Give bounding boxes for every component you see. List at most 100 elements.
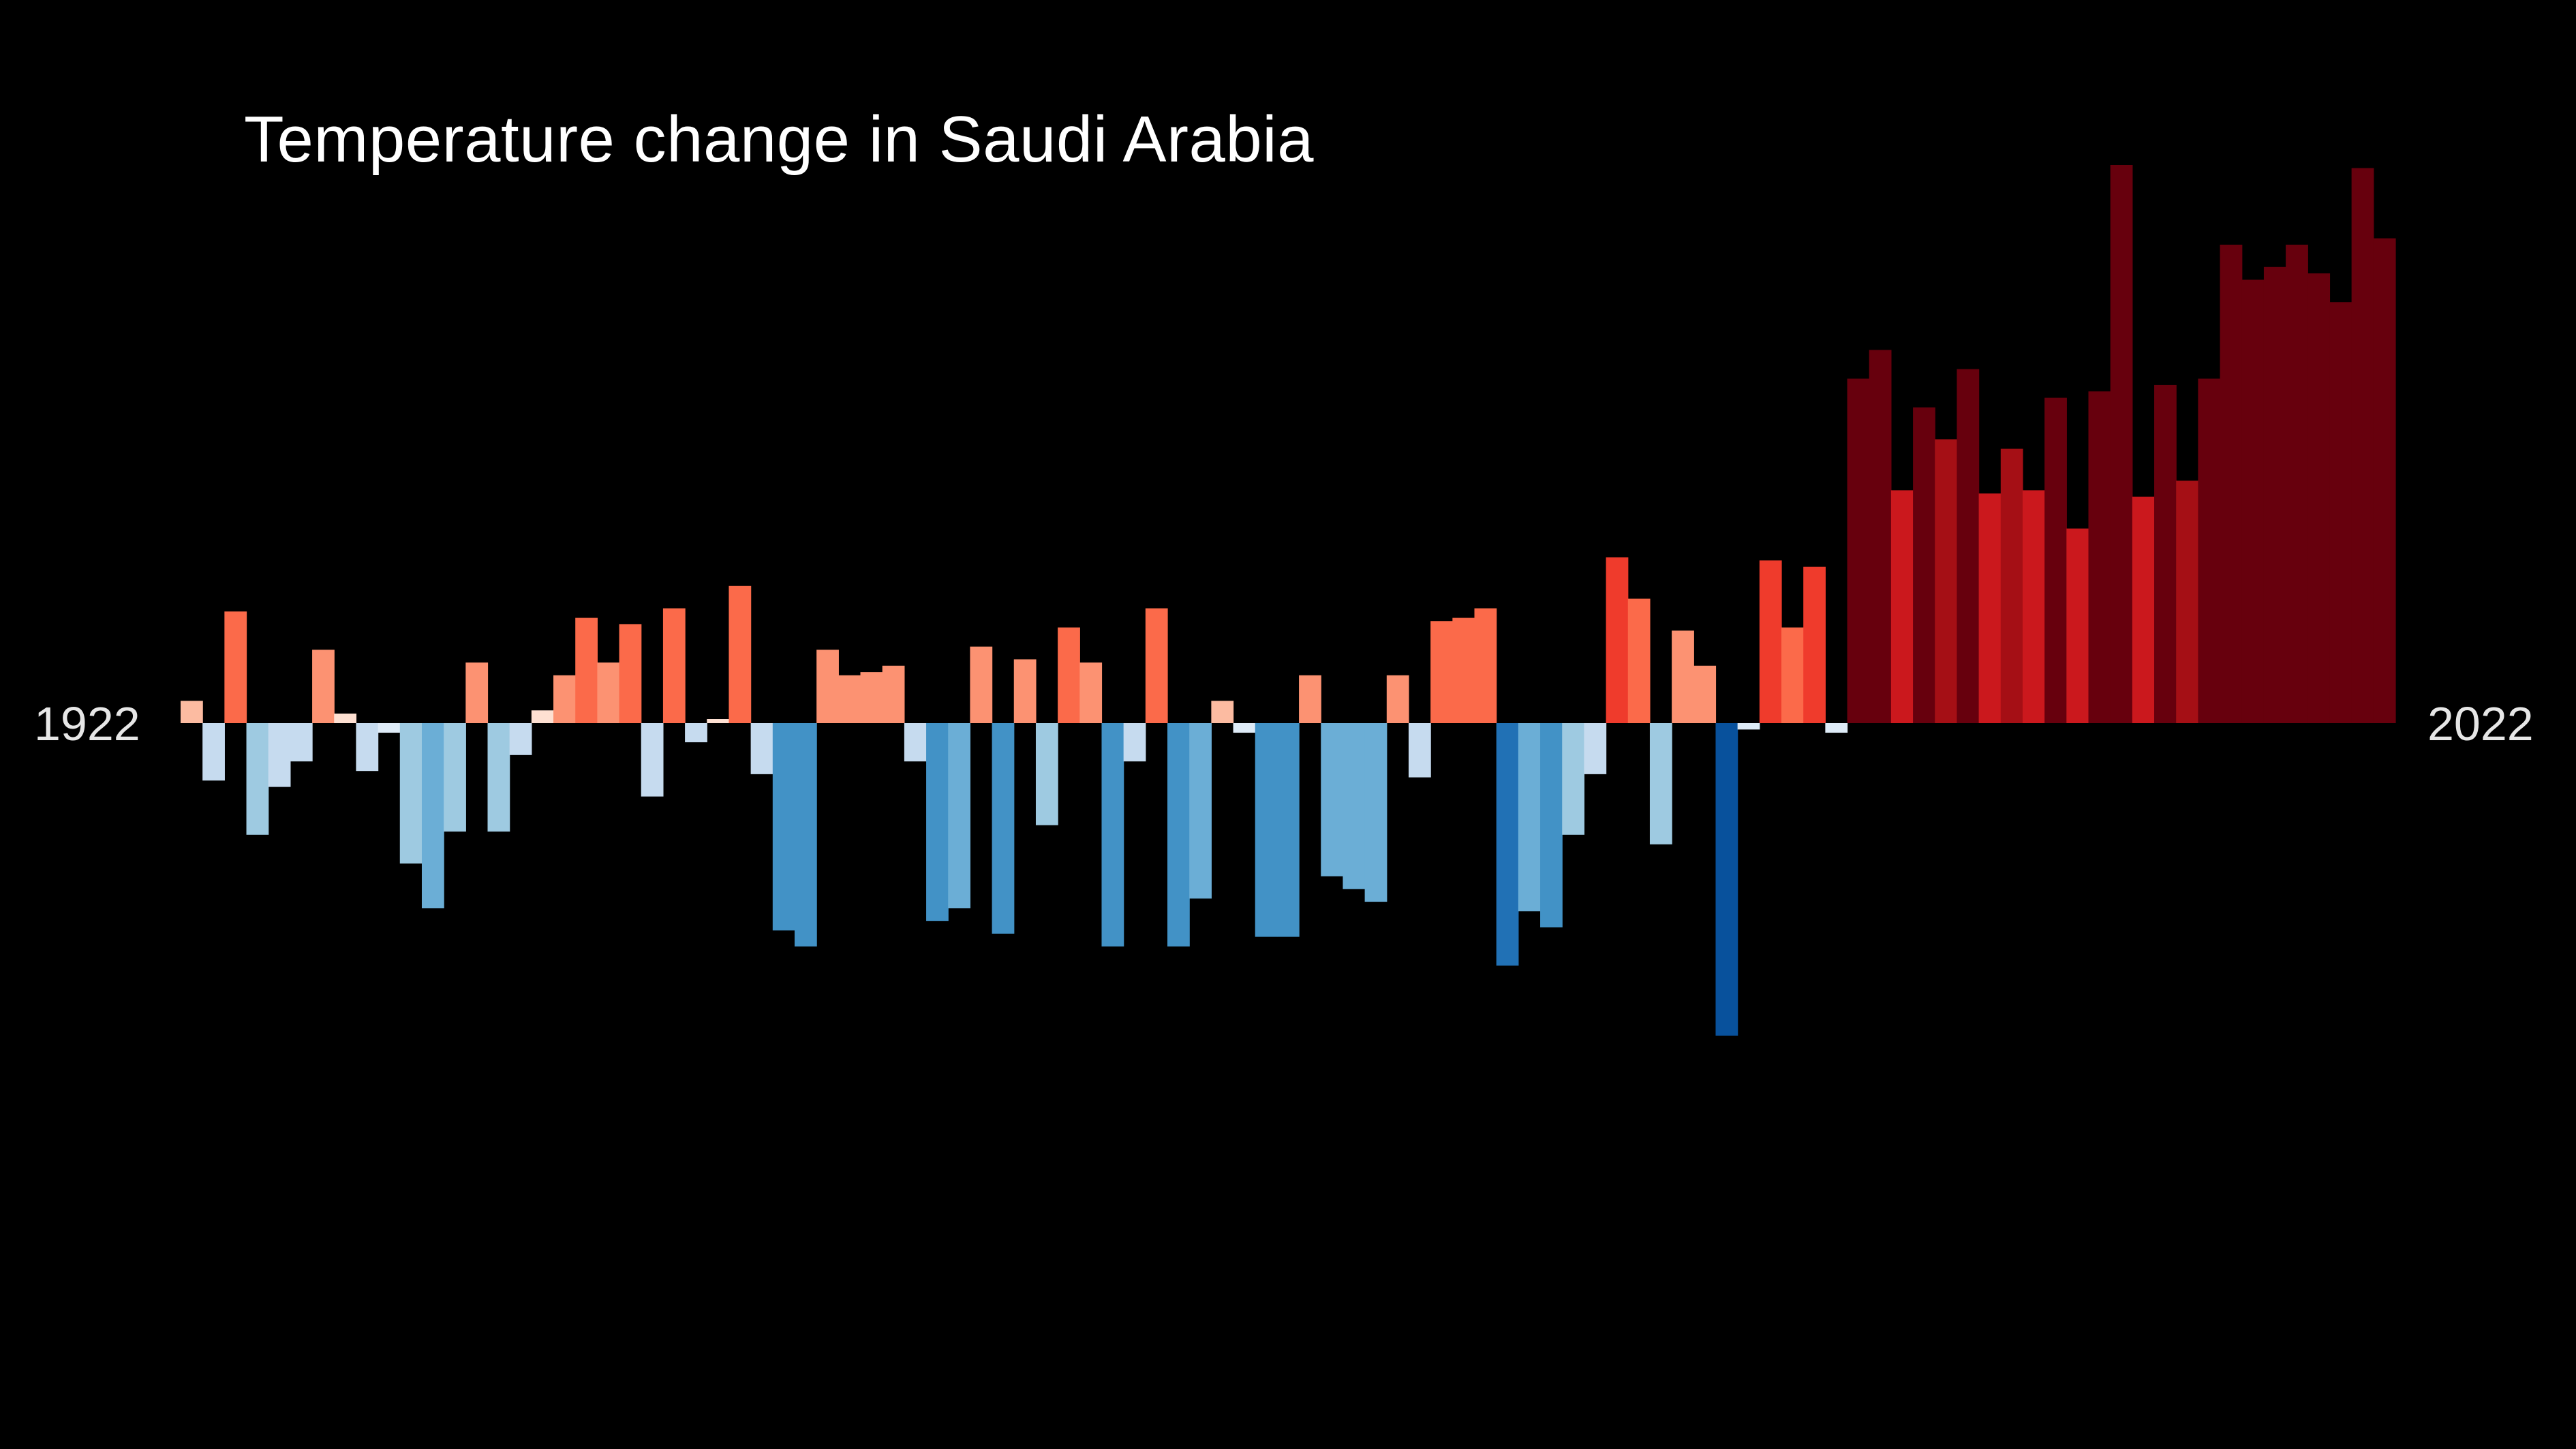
bar-1981 xyxy=(1474,608,1497,723)
bar-1985 xyxy=(1562,723,1585,835)
bar-2016 xyxy=(2241,279,2265,724)
bar-2019 xyxy=(2307,273,2331,723)
bar-2001 xyxy=(1913,407,1935,723)
bar-1991 xyxy=(1693,665,1717,723)
chart-title: Temperature change in Saudi Arabia xyxy=(244,103,1315,176)
bar-1966 xyxy=(1145,608,1168,723)
bar-1954 xyxy=(882,665,905,723)
bar-1922 xyxy=(181,701,203,723)
bar-2014 xyxy=(2198,378,2221,723)
bar-1992 xyxy=(1715,723,1738,1036)
bar-1950 xyxy=(794,723,817,947)
bar-1941 xyxy=(597,662,620,723)
bar-1929 xyxy=(334,713,357,723)
bar-1982 xyxy=(1496,723,1519,966)
bar-2021 xyxy=(2351,168,2374,723)
bar-1968 xyxy=(1189,723,1212,899)
bar-1925 xyxy=(246,723,269,835)
bar-2008 xyxy=(2066,528,2089,723)
bar-2022 xyxy=(2373,238,2396,723)
bar-1987 xyxy=(1606,557,1629,723)
bar-1990 xyxy=(1672,630,1694,723)
bar-2011 xyxy=(2132,496,2155,723)
bar-2015 xyxy=(2220,245,2243,723)
bar-1939 xyxy=(553,675,576,723)
bar-2005 xyxy=(2000,448,2023,723)
bar-2009 xyxy=(2088,391,2111,723)
bar-1928 xyxy=(312,650,335,723)
bar-1942 xyxy=(619,624,642,723)
bar-1983 xyxy=(1518,723,1541,912)
bar-2000 xyxy=(1890,490,1914,723)
bar-1963 xyxy=(1079,662,1103,723)
bar-1934 xyxy=(444,723,466,832)
bar-1977 xyxy=(1386,675,1409,723)
bar-1960 xyxy=(1013,659,1037,723)
bar-series xyxy=(181,165,2396,1036)
bar-1937 xyxy=(509,723,532,755)
bar-1957 xyxy=(948,723,971,909)
bar-1979 xyxy=(1430,621,1453,723)
bar-2017 xyxy=(2263,266,2286,723)
bar-2006 xyxy=(2022,490,2045,723)
bar-1946 xyxy=(707,719,730,723)
bar-1923 xyxy=(202,723,225,781)
bar-1958 xyxy=(970,646,993,723)
bar-1971 xyxy=(1255,723,1278,937)
bar-1930 xyxy=(356,723,379,772)
bar-1924 xyxy=(224,611,247,723)
bar-2018 xyxy=(2286,245,2308,723)
bar-1959 xyxy=(992,723,1015,934)
bar-1940 xyxy=(575,617,598,723)
bar-1980 xyxy=(1452,617,1475,723)
bar-1938 xyxy=(531,710,554,723)
bar-1978 xyxy=(1408,723,1431,778)
bar-1996 xyxy=(1803,566,1826,723)
bar-1943 xyxy=(641,723,664,797)
bar-1972 xyxy=(1276,723,1300,937)
bar-1999 xyxy=(1869,350,1892,723)
end-year-label: 2022 xyxy=(2427,697,2534,750)
bar-1964 xyxy=(1101,723,1124,947)
bar-1965 xyxy=(1123,723,1146,762)
bar-1974 xyxy=(1321,723,1344,876)
bar-1952 xyxy=(838,675,861,723)
bar-1969 xyxy=(1211,701,1234,723)
bar-2020 xyxy=(2329,302,2352,723)
bar-2004 xyxy=(1978,493,2002,723)
bar-1995 xyxy=(1781,627,1804,723)
bar-1955 xyxy=(904,723,927,762)
bar-1975 xyxy=(1343,723,1366,889)
bar-1936 xyxy=(487,723,510,832)
start-year-label: 1922 xyxy=(34,697,140,750)
bar-2003 xyxy=(1957,369,1980,723)
bar-1976 xyxy=(1364,723,1387,902)
bar-1948 xyxy=(750,723,773,774)
bar-1994 xyxy=(1759,560,1782,723)
bar-1993 xyxy=(1737,723,1760,730)
bar-2002 xyxy=(1935,439,1958,723)
bar-1926 xyxy=(268,723,291,787)
bar-2012 xyxy=(2154,384,2177,723)
bar-1997 xyxy=(1825,723,1848,733)
bar-1932 xyxy=(399,723,423,864)
bar-1944 xyxy=(662,608,686,723)
bar-1961 xyxy=(1035,723,1058,825)
bar-1998 xyxy=(1847,378,1870,723)
bar-1956 xyxy=(926,723,949,921)
bar-2007 xyxy=(2044,397,2067,723)
bar-1935 xyxy=(465,662,489,723)
bar-1973 xyxy=(1299,675,1321,723)
bar-1970 xyxy=(1233,723,1256,733)
bar-1931 xyxy=(378,723,401,733)
bar-1962 xyxy=(1058,627,1080,723)
bar-1933 xyxy=(421,723,444,909)
bar-1984 xyxy=(1540,723,1563,928)
bar-1947 xyxy=(729,585,752,723)
bar-1967 xyxy=(1167,723,1190,947)
bar-1945 xyxy=(685,723,707,743)
bar-2013 xyxy=(2176,481,2198,723)
bar-1949 xyxy=(772,723,795,931)
bar-2010 xyxy=(2110,165,2133,723)
